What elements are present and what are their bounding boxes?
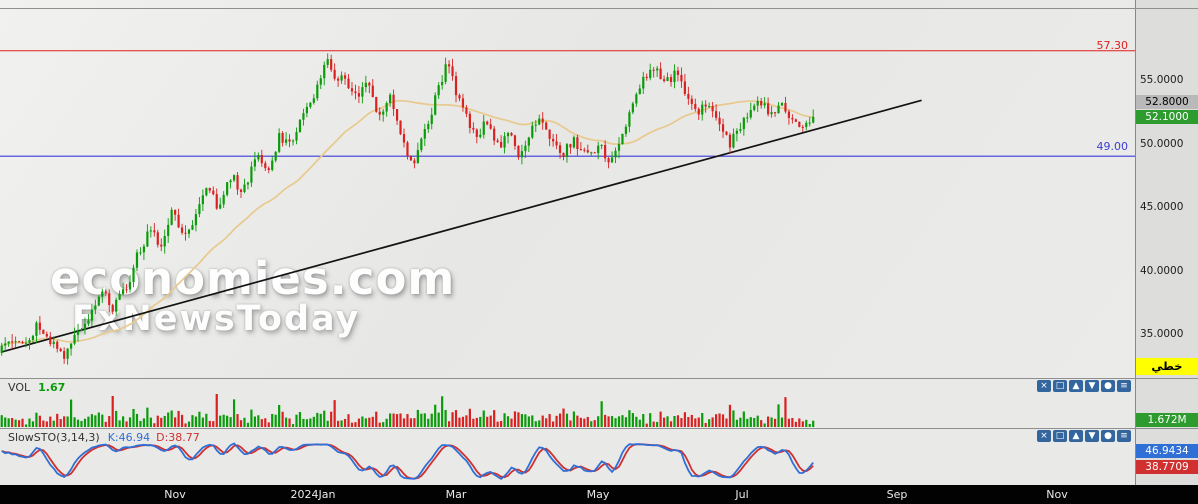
volume-value: 1.67 — [38, 381, 66, 394]
sto-d-line — [1, 443, 814, 480]
resistance-price-label: 57.30 — [1096, 39, 1129, 52]
watermark-brand: economies.com — [50, 252, 456, 305]
price-tick-label: 50.0000 — [1140, 137, 1184, 150]
sto-panel-separator[interactable] — [0, 428, 1198, 429]
sto-title: SlowSTO(3,14,3) — [8, 431, 100, 444]
volume-panel-separator[interactable] — [0, 378, 1198, 379]
sto-d-value-badge: 38.7709 — [1136, 460, 1198, 474]
scale-type-badge[interactable]: خطي — [1136, 358, 1198, 375]
price-tick-label: 55.0000 — [1140, 74, 1184, 86]
close-icon[interactable]: × — [1037, 430, 1051, 442]
price-tick-label: 40.0000 — [1140, 264, 1184, 277]
time-axis-label: Nov — [1046, 488, 1068, 501]
settings-icon[interactable]: ● — [1101, 430, 1115, 442]
candlesticks — [0, 53, 815, 365]
sto-k-value-badge: 46.9434 — [1136, 444, 1198, 458]
move-up-icon[interactable]: ▲ — [1069, 380, 1083, 392]
volume-panel-toolbar: × □ ▲ ▼ ● ≡ — [1037, 380, 1131, 392]
time-axis-label: Jul — [735, 488, 749, 501]
price-tick-label: 45.0000 — [1140, 201, 1184, 213]
volume-indicator-header: VOL 1.67 — [8, 381, 65, 394]
last-price-badge: 52.1000 — [1136, 110, 1198, 124]
main-chart-area[interactable] — [0, 0, 1135, 378]
time-axis-label: Sep — [886, 488, 908, 501]
maximize-icon[interactable]: □ — [1053, 430, 1067, 442]
time-axis[interactable]: Nov 2024Jan Mar May Jul Sep Nov — [0, 485, 1198, 504]
menu-icon[interactable]: ≡ — [1117, 380, 1131, 392]
sto-k-line — [1, 442, 814, 480]
sto-d-label: D:38.77 — [156, 431, 200, 444]
time-axis-label: 2024Jan — [290, 488, 336, 501]
trendline — [2, 99, 922, 353]
volume-bars — [0, 394, 815, 427]
move-up-icon[interactable]: ▲ — [1069, 430, 1083, 442]
time-axis-label: May — [586, 488, 610, 501]
maximize-icon[interactable]: □ — [1053, 380, 1067, 392]
time-axis-label: Mar — [445, 488, 467, 501]
moving-average-line — [1, 99, 814, 347]
move-down-icon[interactable]: ▼ — [1085, 430, 1099, 442]
sto-k-label: K:46.94 — [107, 431, 151, 444]
price-tick-label: 35.0000 — [1140, 328, 1184, 340]
settings-icon[interactable]: ● — [1101, 380, 1115, 392]
sto-indicator-header: SlowSTO(3,14,3) K:46.94 D:38.77 — [8, 431, 200, 444]
time-axis-label: Nov — [164, 488, 186, 501]
menu-icon[interactable]: ≡ — [1117, 430, 1131, 442]
volume-title: VOL — [8, 381, 31, 394]
close-icon[interactable]: × — [1037, 380, 1051, 392]
sto-panel-toolbar: × □ ▲ ▼ ● ≡ — [1037, 430, 1131, 442]
move-down-icon[interactable]: ▼ — [1085, 380, 1099, 392]
price-axis[interactable] — [1135, 0, 1198, 485]
volume-value-badge: 1.672M — [1136, 413, 1198, 427]
support-price-label: 49.00 — [1096, 140, 1129, 153]
bid-price-badge: 52.8000 — [1136, 95, 1198, 109]
chart-top-border — [0, 8, 1198, 9]
